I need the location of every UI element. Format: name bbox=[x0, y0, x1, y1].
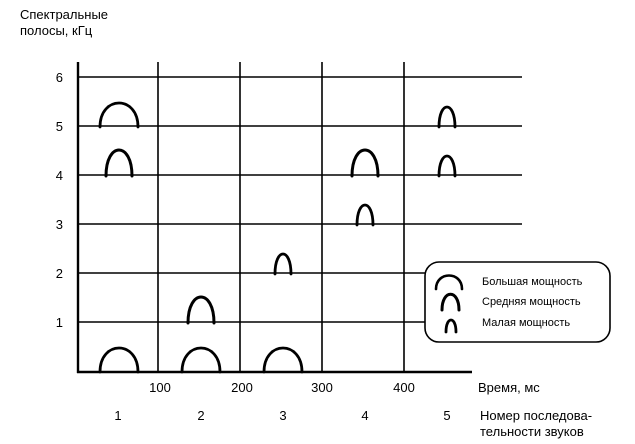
event-arc-7 bbox=[273, 252, 293, 276]
legend: Большая мощность Средняя мощность Малая … bbox=[424, 261, 611, 343]
sound-number-1: 1 bbox=[114, 408, 121, 423]
legend-box bbox=[424, 261, 611, 343]
legend-arc-medium-icon bbox=[440, 292, 461, 312]
grid bbox=[78, 62, 522, 372]
y-tick-label-2: 2 bbox=[56, 266, 63, 281]
y-tick-label-6: 6 bbox=[56, 70, 63, 85]
y-axis-title-line-2: полосы, кГц bbox=[20, 23, 93, 38]
y-tick-label-3: 3 bbox=[56, 217, 63, 232]
sound-number-4: 4 bbox=[361, 408, 368, 423]
x-axis-title: Время, мс bbox=[478, 380, 540, 395]
y-tick-label-1: 1 bbox=[56, 315, 63, 330]
x-tick-label-200: 200 bbox=[231, 380, 253, 395]
sound-events bbox=[98, 101, 457, 374]
event-arc-3 bbox=[98, 101, 140, 129]
event-arc-2 bbox=[104, 148, 134, 178]
sound-number-3: 3 bbox=[279, 408, 286, 423]
y-tick-label-5: 5 bbox=[56, 119, 63, 134]
event-arc-5 bbox=[186, 295, 216, 325]
event-arc-1 bbox=[98, 346, 140, 374]
sound-number-5: 5 bbox=[443, 408, 450, 423]
y-tick-label-4: 4 bbox=[56, 168, 63, 183]
legend-arc-large-icon bbox=[434, 274, 464, 291]
x-tick-label-400: 400 bbox=[393, 380, 415, 395]
sound-number-2: 2 bbox=[197, 408, 204, 423]
sound-number-caption-line-2: тельности звуков bbox=[480, 424, 584, 439]
legend-arc-small-icon bbox=[444, 318, 458, 334]
event-arc-4 bbox=[180, 346, 222, 374]
x-tick-label-300: 300 bbox=[311, 380, 333, 395]
legend-label-large: Большая мощность bbox=[482, 276, 583, 288]
event-arc-9 bbox=[350, 148, 380, 178]
sound-number-caption-line-1: Номер последова- bbox=[480, 408, 592, 423]
x-tick-label-100: 100 bbox=[149, 380, 171, 395]
event-arc-6 bbox=[262, 346, 304, 374]
y-axis-title-line-1: Спектральные bbox=[20, 7, 108, 22]
event-arc-8 bbox=[355, 203, 375, 227]
legend-label-small: Малая мощность bbox=[482, 317, 570, 329]
event-arc-10 bbox=[437, 154, 457, 178]
event-arc-11 bbox=[437, 105, 457, 129]
legend-label-medium: Средняя мощность bbox=[482, 296, 581, 308]
